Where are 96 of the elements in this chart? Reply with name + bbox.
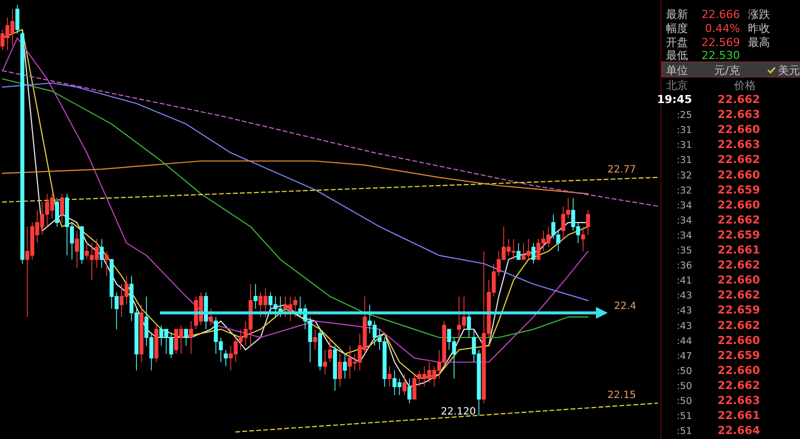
text: 22.661: [718, 409, 760, 422]
category-label: :43: [676, 290, 692, 302]
candlestick: [184, 328, 188, 346]
text: 22.662: [718, 153, 760, 166]
category-label: :34: [676, 230, 692, 242]
candlestick: [407, 378, 412, 404]
category-label: :34: [676, 200, 692, 212]
text: 北京: [666, 79, 688, 92]
category-label: :34: [676, 215, 692, 226]
text: 22.663: [718, 138, 760, 152]
text: 最高: [748, 36, 770, 49]
category-label: :44: [676, 336, 692, 347]
category-label: :50: [676, 396, 692, 407]
candlestick: [15, 4, 20, 34]
candlestick: [342, 354, 347, 379]
text: 22.663: [718, 108, 760, 122]
text: 22.662: [718, 258, 760, 272]
candlestick: [100, 238, 104, 268]
text: 22.666: [702, 8, 740, 21]
candlestick: [338, 354, 342, 388]
text: 22.663: [718, 394, 760, 407]
category-label: :50: [676, 366, 692, 377]
text: 22.662: [718, 378, 760, 392]
category-label: :50: [676, 380, 692, 392]
category-label: :35: [676, 246, 692, 256]
annotation: 22.120: [440, 406, 476, 418]
category-label: :32: [676, 170, 692, 182]
candlestick: [55, 198, 60, 228]
text: 美元: [778, 64, 800, 77]
category-label: :25: [676, 110, 692, 122]
text: 22.662: [718, 318, 760, 332]
text: 涨跌: [748, 8, 770, 21]
category-label: :51: [676, 411, 692, 422]
category-label: :43: [676, 320, 692, 332]
text: 22.660: [718, 198, 760, 212]
candlestick: [313, 328, 318, 350]
category-label: :51: [676, 426, 692, 438]
candlestick: [74, 230, 79, 268]
candlestick: [388, 366, 392, 388]
candlestick: [516, 242, 521, 260]
annotation: 22.15: [607, 390, 636, 402]
text: 22.659: [718, 183, 760, 196]
candlestick: [189, 320, 194, 354]
text: 22.664: [718, 424, 760, 438]
text: 22.660: [718, 334, 760, 347]
text: 22.660: [718, 274, 760, 287]
candlestick: [586, 210, 590, 236]
text: 22.660: [718, 168, 760, 182]
text: 元/克: [714, 64, 740, 77]
category-label: 19:45: [656, 93, 692, 106]
candlestick: [224, 349, 228, 367]
text: 22.662: [718, 93, 760, 106]
category-label: :36: [676, 260, 692, 272]
text: 价格: [733, 79, 756, 92]
candlestick: [139, 304, 144, 363]
candlestick: [318, 328, 322, 371]
text: 幅度: [666, 22, 688, 35]
text: 22.660: [718, 364, 760, 377]
category-label: :31: [676, 140, 692, 152]
text: 22.530: [702, 49, 740, 62]
category-label: :31: [676, 155, 692, 166]
category-label: :43: [676, 306, 692, 317]
text: 昨收: [748, 22, 770, 35]
candlestick: [402, 374, 406, 396]
category-label: :32: [676, 185, 692, 196]
candlestick: [466, 312, 471, 338]
candlestick: [20, 29, 24, 264]
candlestick: [104, 250, 109, 276]
text: 22.659: [718, 348, 760, 362]
candlestick: [60, 193, 64, 223]
text: 22.659: [718, 228, 760, 242]
text: 22.662: [718, 213, 760, 226]
text: 22.662: [718, 288, 760, 302]
annotation: 22.4: [614, 300, 636, 312]
annotation: 22.77: [607, 164, 636, 176]
text: 0.44%: [705, 22, 740, 35]
text: 22.661: [718, 244, 760, 256]
candlestick: [80, 226, 84, 264]
text: 最低: [666, 49, 688, 62]
candlestick: [531, 242, 536, 264]
text: 开盘: [666, 36, 688, 49]
candlestick: [332, 345, 337, 392]
candlestick: [328, 337, 332, 363]
category-label: :41: [676, 276, 692, 287]
candlestick: [254, 284, 258, 310]
text: 22.659: [718, 304, 760, 317]
text: 22.569: [702, 36, 740, 49]
candlestick: [323, 349, 328, 375]
text: 单位: [666, 64, 688, 77]
category-label: :31: [676, 125, 692, 136]
candlestick: [154, 324, 158, 363]
candlestick: [581, 226, 586, 252]
candlestick: [208, 308, 213, 326]
text: 最新: [666, 8, 688, 21]
category-label: :47: [676, 350, 692, 362]
text: 22.660: [718, 123, 760, 136]
